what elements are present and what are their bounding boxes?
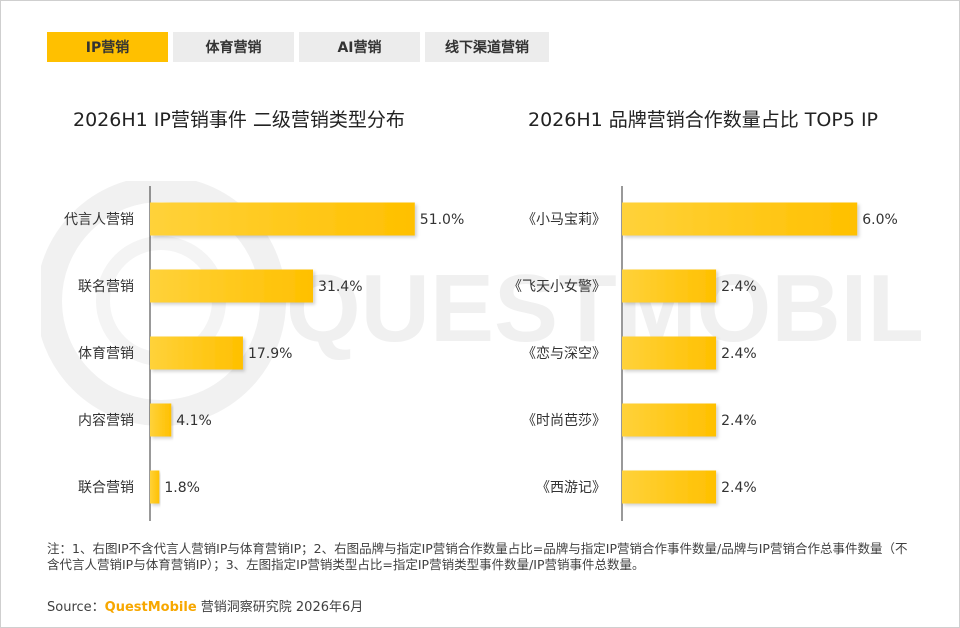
- bar: [150, 336, 243, 370]
- source-brand: QuestMobile: [104, 600, 197, 615]
- data-label: 4.1%: [176, 413, 212, 429]
- data-label: 2.4%: [721, 480, 757, 496]
- source-line: Source：QuestMobile 营销洞察研究院 2026年6月: [47, 596, 363, 615]
- category-label: 《恋与深空》: [522, 345, 606, 362]
- data-label: 31.4%: [318, 279, 362, 295]
- data-label: 2.4%: [721, 346, 757, 362]
- left-chart-title: 2026H1 IP营销事件 二级营销类型分布: [73, 109, 405, 131]
- left-bar-chart: 代言人营销 51.0% 联名营销 31.4% 体育营销 17.9% 内容营销 4.1% 联合营销…: [64, 186, 464, 521]
- bar: [150, 403, 172, 437]
- bar: [622, 202, 858, 236]
- source-prefix: Source：: [47, 600, 105, 615]
- category-label: 《时尚芭莎》: [522, 412, 606, 429]
- footnote: 注：1、右图IP不含代言人营销IP与体育营销IP；2、右图品牌与指定IP营销合作…: [47, 541, 908, 572]
- data-label: 2.4%: [721, 279, 757, 295]
- category-label: 《飞天小女警》: [508, 278, 606, 295]
- tab-sports-marketing[interactable]: 体育营销: [173, 32, 294, 62]
- data-label: 6.0%: [862, 212, 898, 228]
- data-label: 1.8%: [164, 480, 200, 496]
- bar: [622, 269, 717, 303]
- category-label: 体育营销: [78, 346, 134, 362]
- data-label: 2.4%: [721, 413, 757, 429]
- bar: [150, 269, 314, 303]
- tab-offline-channel-marketing[interactable]: 线下渠道营销: [425, 32, 549, 62]
- category-label: 联名营销: [78, 279, 134, 295]
- bar: [622, 336, 717, 370]
- source-suffix: 营销洞察研究院 2026年6月: [196, 600, 364, 615]
- tab-ip-marketing[interactable]: IP营销: [47, 32, 168, 62]
- bar: [622, 470, 717, 504]
- bar: [150, 202, 415, 236]
- category-label: 内容营销: [78, 412, 134, 429]
- category-label: 联合营销: [78, 480, 134, 496]
- bar: [622, 403, 717, 437]
- category-label: 代言人营销: [64, 212, 134, 228]
- tab-bar: IP营销 体育营销 AI营销 线下渠道营销: [47, 32, 549, 62]
- tab-ai-marketing[interactable]: AI营销: [299, 32, 420, 62]
- data-label: 17.9%: [248, 346, 292, 362]
- bar: [150, 470, 160, 504]
- right-bar-chart: 《小马宝莉》 6.0% 《飞天小女警》 2.4% 《恋与深空》 2.4% 《时尚芭莎》 2.4…: [508, 186, 898, 521]
- data-label: 51.0%: [420, 212, 464, 228]
- category-label: 《西游记》: [536, 480, 606, 496]
- right-chart-title: 2026H1 品牌营销合作数量占比 TOP5 IP: [528, 109, 879, 131]
- category-label: 《小马宝莉》: [522, 212, 606, 228]
